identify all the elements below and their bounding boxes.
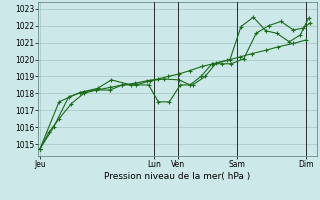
- X-axis label: Pression niveau de la mer( hPa ): Pression niveau de la mer( hPa ): [104, 172, 251, 181]
